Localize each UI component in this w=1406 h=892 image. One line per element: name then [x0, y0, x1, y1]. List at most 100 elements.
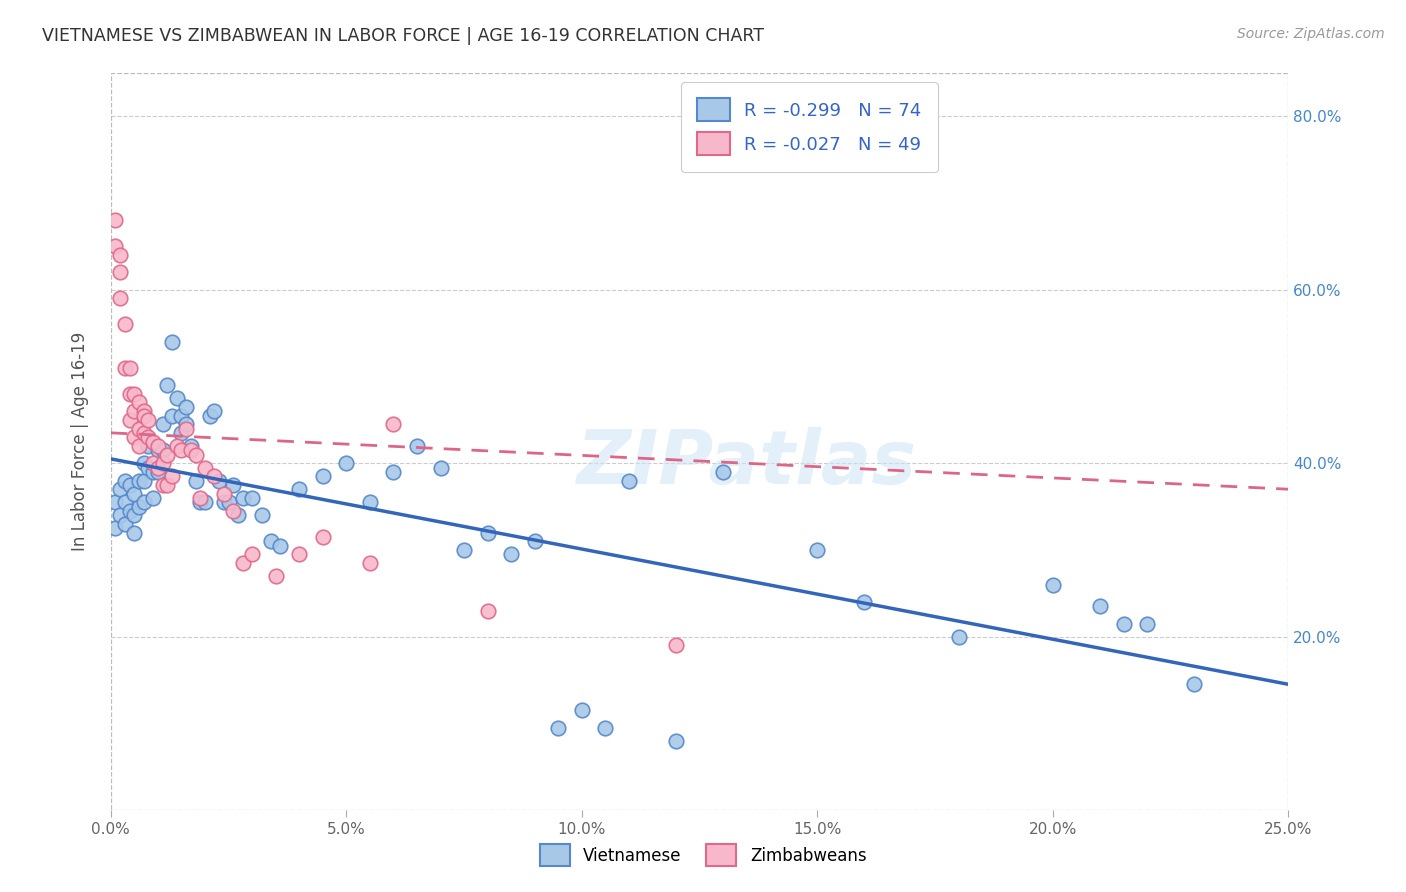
Point	[132, 404, 155, 418]
Point	[571, 703, 593, 717]
Point	[174, 417, 197, 432]
Point	[142, 491, 165, 505]
Point	[288, 482, 311, 496]
Point	[146, 460, 169, 475]
Point	[665, 733, 688, 747]
Point	[104, 239, 127, 253]
Point	[240, 547, 263, 561]
Point	[202, 469, 225, 483]
Point	[124, 430, 146, 444]
Point	[166, 439, 188, 453]
Point	[382, 417, 405, 432]
Point	[124, 486, 146, 500]
Point	[104, 495, 127, 509]
Point	[180, 439, 202, 453]
Point	[156, 478, 179, 492]
Point	[152, 478, 174, 492]
Point	[382, 465, 405, 479]
Point	[108, 482, 131, 496]
Point	[194, 495, 217, 509]
Text: ZIPatlas: ZIPatlas	[576, 427, 917, 500]
Point	[124, 387, 146, 401]
Point	[152, 456, 174, 470]
Point	[118, 413, 141, 427]
Point	[429, 460, 451, 475]
Point	[128, 439, 150, 453]
Point	[208, 474, 231, 488]
Point	[595, 721, 617, 735]
Point	[501, 547, 523, 561]
Point	[335, 456, 357, 470]
Point	[617, 474, 640, 488]
Point	[1088, 599, 1111, 614]
Point	[198, 409, 221, 423]
Point	[260, 534, 283, 549]
Point	[124, 525, 146, 540]
Point	[212, 486, 235, 500]
Point	[138, 439, 160, 453]
Point	[226, 508, 249, 523]
Point	[240, 491, 263, 505]
Point	[146, 443, 169, 458]
Point	[188, 495, 211, 509]
Point	[132, 409, 155, 423]
Point	[184, 474, 207, 488]
Y-axis label: In Labor Force | Age 16-19: In Labor Force | Age 16-19	[72, 332, 89, 551]
Point	[104, 213, 127, 227]
Point	[160, 334, 183, 349]
Point	[142, 434, 165, 449]
Point	[853, 595, 876, 609]
Point	[152, 443, 174, 458]
Point	[118, 387, 141, 401]
Point	[160, 409, 183, 423]
Point	[180, 443, 202, 458]
Point	[146, 465, 169, 479]
Point	[128, 421, 150, 435]
Point	[312, 530, 335, 544]
Point	[1136, 616, 1159, 631]
Point	[194, 460, 217, 475]
Point	[184, 448, 207, 462]
Point	[711, 465, 734, 479]
Point	[132, 425, 155, 440]
Point	[114, 360, 136, 375]
Point	[108, 248, 131, 262]
Point	[232, 491, 254, 505]
Text: Source: ZipAtlas.com: Source: ZipAtlas.com	[1237, 27, 1385, 41]
Point	[477, 604, 499, 618]
Point	[104, 521, 127, 535]
Point	[665, 638, 688, 652]
Point	[188, 491, 211, 505]
Point	[174, 400, 197, 414]
Point	[138, 430, 160, 444]
Point	[128, 395, 150, 409]
Point	[477, 525, 499, 540]
Point	[114, 516, 136, 531]
Point	[132, 456, 155, 470]
Point	[523, 534, 546, 549]
Point	[132, 495, 155, 509]
Point	[114, 495, 136, 509]
Point	[1182, 677, 1205, 691]
Point	[406, 439, 429, 453]
Point	[108, 508, 131, 523]
Point	[1112, 616, 1135, 631]
Point	[138, 413, 160, 427]
Point	[212, 495, 235, 509]
Point	[114, 318, 136, 332]
Point	[312, 469, 335, 483]
Point	[1042, 577, 1064, 591]
Point	[108, 265, 131, 279]
Point	[948, 630, 970, 644]
Point	[232, 556, 254, 570]
Text: VIETNAMESE VS ZIMBABWEAN IN LABOR FORCE | AGE 16-19 CORRELATION CHART: VIETNAMESE VS ZIMBABWEAN IN LABOR FORCE …	[42, 27, 765, 45]
Point	[124, 508, 146, 523]
Point	[142, 465, 165, 479]
Point	[132, 474, 155, 488]
Point	[174, 421, 197, 435]
Point	[359, 556, 381, 570]
Point	[453, 542, 475, 557]
Point	[118, 360, 141, 375]
Point	[170, 425, 193, 440]
Point	[108, 292, 131, 306]
